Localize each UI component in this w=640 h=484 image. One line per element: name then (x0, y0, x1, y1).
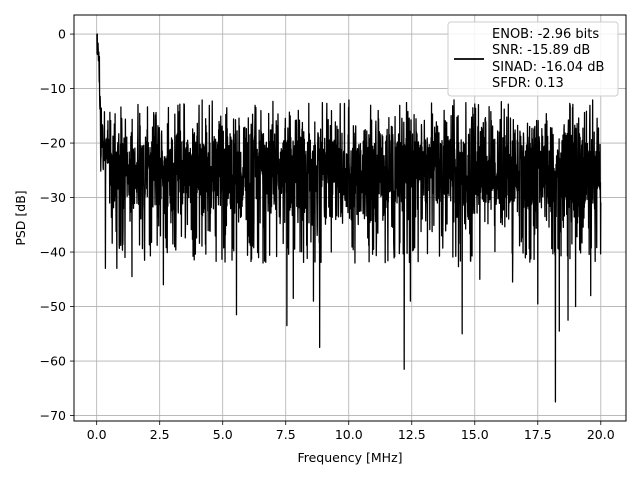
series-layer (96, 33, 602, 403)
legend-enob: ENOB: -2.96 bits (492, 27, 599, 42)
y-tick-label: −30 (40, 190, 66, 205)
x-tick-label: 5.0 (213, 427, 233, 442)
y-tick-label: −60 (40, 354, 66, 369)
y-tick-label: −50 (40, 299, 66, 314)
legend-sinad: SINAD: -16.04 dB (492, 60, 604, 75)
x-axis-label: Frequency [MHz] (297, 450, 402, 465)
legend-snr: SNR: -15.89 dB (492, 43, 590, 58)
x-tick-label: 17.5 (524, 427, 552, 442)
legend-box (447, 21, 619, 97)
legend-sfdr: SFDR: 0.13 (492, 76, 564, 91)
x-axis-ticks: 0.0 2.5 5.0 7.5 10.0 12.5 15.0 17.5 20.0 (87, 421, 615, 442)
y-axis-label: PSD [dB] (13, 190, 28, 245)
x-tick-label: 10.0 (335, 427, 363, 442)
x-tick-label: 0.0 (87, 427, 107, 442)
y-tick-label: −20 (40, 136, 66, 151)
x-tick-label: 7.5 (276, 427, 296, 442)
y-tick-label: −70 (40, 408, 66, 423)
y-tick-label: −40 (40, 245, 66, 260)
y-axis-ticks: 0 −10 −20 −30 −40 −50 −60 −70 (40, 27, 74, 423)
x-tick-label: 15.0 (461, 427, 489, 442)
y-tick-label: 0 (58, 27, 66, 42)
y-tick-label: −10 (40, 81, 66, 96)
x-tick-label: 12.5 (398, 427, 426, 442)
x-tick-label: 2.5 (150, 427, 170, 442)
x-tick-label: 20.0 (587, 427, 615, 442)
legend: ENOB: -2.96 bits SNR: -15.89 dB SINAD: -… (447, 21, 619, 97)
plot-frame (73, 14, 627, 422)
psd-series-line (96, 33, 602, 403)
